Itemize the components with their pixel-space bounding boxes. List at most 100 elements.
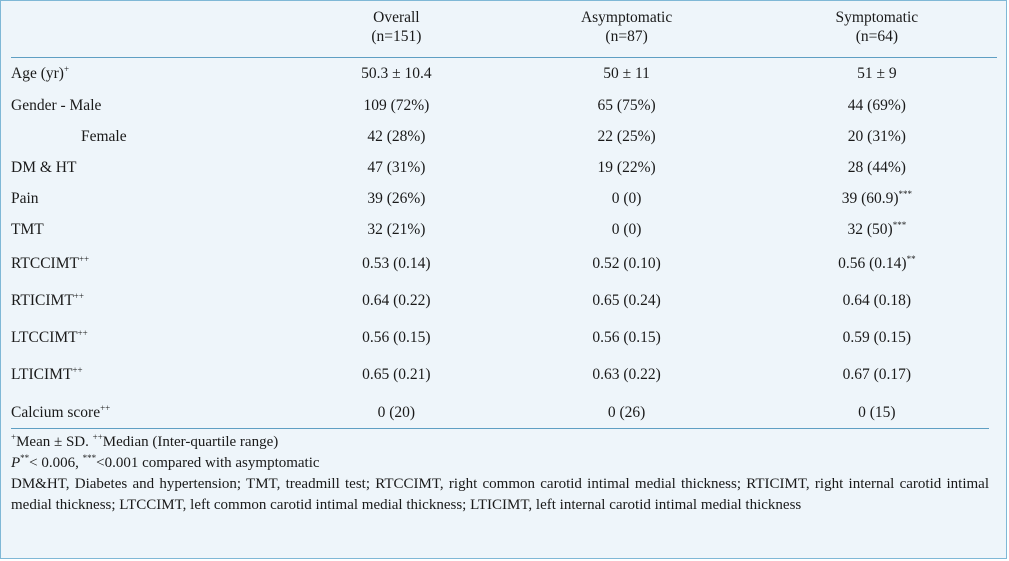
header-asymptomatic-line1: Asymptomatic — [580, 9, 673, 26]
table-row: Calcium score++ 0 (20) 0 (26) 0 (15) — [11, 394, 997, 432]
cell-value: 0.59 (0.15) — [842, 329, 912, 346]
cell-value: 0.52 (0.10) — [592, 255, 661, 272]
cell-sym: 0.59 (0.15) — [757, 320, 997, 357]
cell-asym: 0.56 (0.15) — [496, 320, 756, 357]
row-label-text: TMT — [11, 221, 44, 238]
table-row: Age (yr)+ 50.3 ± 10.4 50 ± 11 51 ± 9 — [11, 58, 997, 90]
row-label-text: Calcium score — [11, 403, 101, 421]
cell-overall: 39 (26%) — [296, 184, 496, 215]
cell-significance-superscript: ** — [906, 254, 916, 264]
cell-sym: 20 (31%) — [757, 122, 997, 153]
row-label: LTICIMT++ — [11, 357, 296, 394]
cell-value: 22 (25%) — [597, 128, 656, 145]
footnotes: +Mean ± SD. ++Median (Inter-quartile ran… — [11, 428, 989, 516]
header-overall: Overall (n=151) — [296, 5, 497, 58]
cell-sym: 28 (44%) — [757, 153, 997, 184]
cell-value: 0.56 (0.15) — [362, 329, 431, 346]
row-label-text: DM & HT — [11, 159, 77, 176]
cell-asym: 50 ± 11 — [496, 58, 756, 90]
row-label: Gender - Male — [11, 90, 296, 122]
footnote-sup-plusplus: ++ — [92, 432, 103, 442]
header-symptomatic-line2: (n=64) — [855, 28, 899, 45]
cell-value: 0.65 (0.24) — [592, 292, 661, 309]
table-row: Pain 39 (26%) 0 (0) 39 (60.9)*** — [11, 184, 997, 215]
header-overall-line2: (n=151) — [371, 28, 422, 45]
row-label: RTICIMT++ — [11, 283, 296, 320]
cell-sym: 0 (15) — [757, 394, 997, 432]
row-label-text: Gender - Male — [11, 96, 102, 114]
cell-value: 50.3 ± 10.4 — [361, 64, 432, 82]
table-row: TMT 32 (21%) 0 (0) 32 (50)*** — [11, 215, 997, 246]
cell-value: 0.64 (0.22) — [362, 292, 431, 309]
table-row: LTICIMT++ 0.65 (0.21) 0.63 (0.22) 0.67 (0.1… — [11, 357, 997, 394]
footnote-median: Median (Inter-quartile range) — [102, 434, 279, 450]
header-overall-line1: Overall — [373, 9, 420, 26]
row-label: Age (yr)+ — [11, 58, 296, 90]
footnote-mean-sd: Mean ± SD. — [16, 434, 93, 450]
cell-significance-superscript: *** — [892, 220, 907, 230]
cell-value: 0 (15) — [858, 403, 896, 421]
row-label-text: LTCCIMT — [11, 329, 78, 346]
cell-asym: 0.52 (0.10) — [496, 246, 756, 283]
cell-asym: 65 (75%) — [496, 90, 756, 122]
cell-value: 65 (75%) — [597, 96, 656, 114]
row-label-superscript: ++ — [72, 365, 83, 375]
row-label-text: LTICIMT — [11, 366, 73, 383]
table-row: Gender - Male 109 (72%) 65 (75%) 44 (69%) — [11, 90, 997, 122]
header-empty — [11, 5, 297, 58]
footnote-p-a: < 0.006, — [29, 455, 83, 471]
footnote-p: P — [11, 455, 21, 471]
cell-value: 32 (50) — [847, 221, 893, 238]
cell-asym: 0.63 (0.22) — [496, 357, 756, 394]
cell-value: 0 (0) — [611, 221, 642, 238]
cell-value: 0.56 (0.14) — [838, 255, 907, 272]
cell-asym: 0.65 (0.24) — [496, 283, 756, 320]
cell-value: 42 (28%) — [367, 128, 426, 145]
row-label-text: Age (yr) — [11, 64, 64, 82]
footnote-p-b: <0.001 compared with asymptomatic — [96, 455, 320, 471]
footnote-sup-plus: + — [11, 432, 17, 442]
data-table: Overall (n=151) Asymptomatic (n=87) Symp… — [11, 5, 997, 432]
cell-value: 0.56 (0.15) — [592, 329, 661, 346]
cell-sym: 39 (60.9)*** — [757, 184, 997, 215]
row-label-text: Female — [81, 128, 127, 145]
row-label: Female — [11, 122, 296, 153]
cell-sym: 0.64 (0.18) — [757, 283, 997, 320]
cell-value: 0.63 (0.22) — [592, 366, 661, 383]
cell-value: 0 (20) — [377, 403, 416, 421]
cell-overall: 109 (72%) — [296, 90, 496, 122]
row-label-text: RTCCIMT — [11, 255, 79, 272]
table-row: RTCCIMT++ 0.53 (0.14) 0.52 (0.10) 0.56 (0.1… — [11, 246, 997, 283]
footnote-abbreviations: DM&HT, Diabetes and hypertension; TMT, t… — [11, 476, 989, 513]
cell-value: 51 ± 9 — [857, 64, 897, 82]
cell-asym: 19 (22%) — [496, 153, 756, 184]
row-label-superscript: ++ — [73, 291, 84, 301]
cell-value: 19 (22%) — [597, 159, 656, 176]
cell-value: 0 (26) — [607, 403, 646, 421]
row-label-text: RTICIMT — [11, 292, 74, 309]
row-label: Pain — [11, 184, 296, 215]
cell-sym: 32 (50)*** — [757, 215, 997, 246]
cell-asym: 0 (0) — [496, 184, 756, 215]
table-row: RTICIMT++ 0.64 (0.22) 0.65 (0.24) 0.64 (0.1… — [11, 283, 997, 320]
cell-value: 0.64 (0.18) — [842, 292, 912, 309]
cell-value: 109 (72%) — [363, 96, 430, 114]
cell-value: 39 (60.9) — [841, 190, 899, 207]
footnote-sup-3star: *** — [82, 453, 97, 463]
table-row: Female 42 (28%) 22 (25%) 20 (31%) — [11, 122, 997, 153]
table-body: Age (yr)+ 50.3 ± 10.4 50 ± 11 51 ± 9 Gender … — [11, 58, 997, 432]
cell-value: 20 (31%) — [847, 128, 906, 145]
row-label-superscript: + — [63, 63, 70, 74]
footnote-stats: +Mean ± SD. ++Median (Inter-quartile ran… — [11, 432, 989, 453]
row-label-superscript: ++ — [77, 328, 88, 338]
cell-sym: 0.67 (0.17) — [757, 357, 997, 394]
cell-overall: 47 (31%) — [296, 153, 496, 184]
cell-value: 47 (31%) — [367, 159, 426, 176]
cell-asym: 0 (0) — [496, 215, 756, 246]
cell-value: 0.67 (0.17) — [842, 366, 912, 383]
table-row: DM & HT 47 (31%) 19 (22%) 28 (44%) — [11, 153, 997, 184]
header-symptomatic-line1: Symptomatic — [835, 9, 919, 26]
table-header: Overall (n=151) Asymptomatic (n=87) Symp… — [11, 5, 997, 58]
cell-overall: 0.56 (0.15) — [296, 320, 496, 357]
